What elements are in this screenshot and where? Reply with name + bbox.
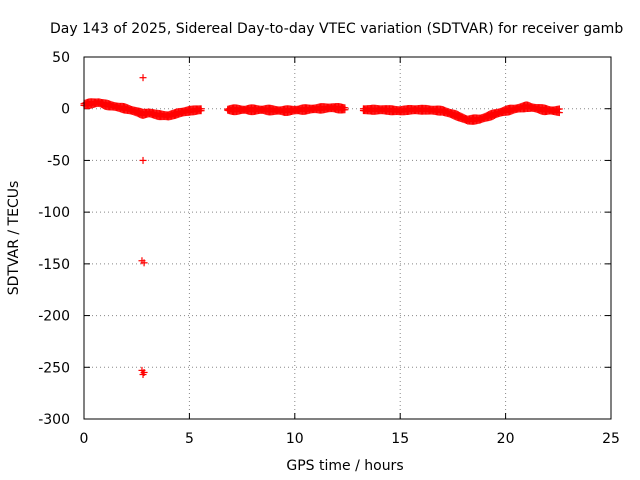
x-tick-label: 0 xyxy=(80,431,89,447)
data-points xyxy=(80,74,563,379)
y-tick-label: -50 xyxy=(47,153,70,169)
x-tick-label: 5 xyxy=(185,431,194,447)
data-point xyxy=(555,109,563,117)
y-tick-label: 50 xyxy=(52,50,70,66)
x-tick-label: 10 xyxy=(286,431,304,447)
y-tick-label: -150 xyxy=(38,257,70,273)
x-tick-label: 20 xyxy=(497,431,515,447)
y-tick-label: 0 xyxy=(61,102,70,118)
y-tick-label: -250 xyxy=(38,360,70,376)
x-axis-label: GPS time / hours xyxy=(286,458,403,474)
data-point xyxy=(139,74,147,82)
tick-labels: 0 5 10 15 20 25 50 0 -50 -100 -150 -200 -250 -300 xyxy=(38,50,620,447)
x-tick-label: 25 xyxy=(602,431,620,447)
grid-lines xyxy=(84,57,611,419)
chart-title: Day 143 of 2025, Sidereal Day-to-day VTE… xyxy=(50,21,623,37)
y-axis-label: SDTVAR / TECUs xyxy=(6,181,22,296)
data-point xyxy=(139,156,147,164)
data-point xyxy=(139,371,147,379)
y-tick-label: -100 xyxy=(38,205,70,221)
plot-frame xyxy=(83,56,612,420)
y-tick-label: -300 xyxy=(38,412,70,428)
data-point xyxy=(341,106,349,114)
data-point xyxy=(197,107,205,115)
data-point xyxy=(140,259,148,267)
x-tick-label: 15 xyxy=(391,431,409,447)
y-tick-label: -200 xyxy=(38,309,70,325)
